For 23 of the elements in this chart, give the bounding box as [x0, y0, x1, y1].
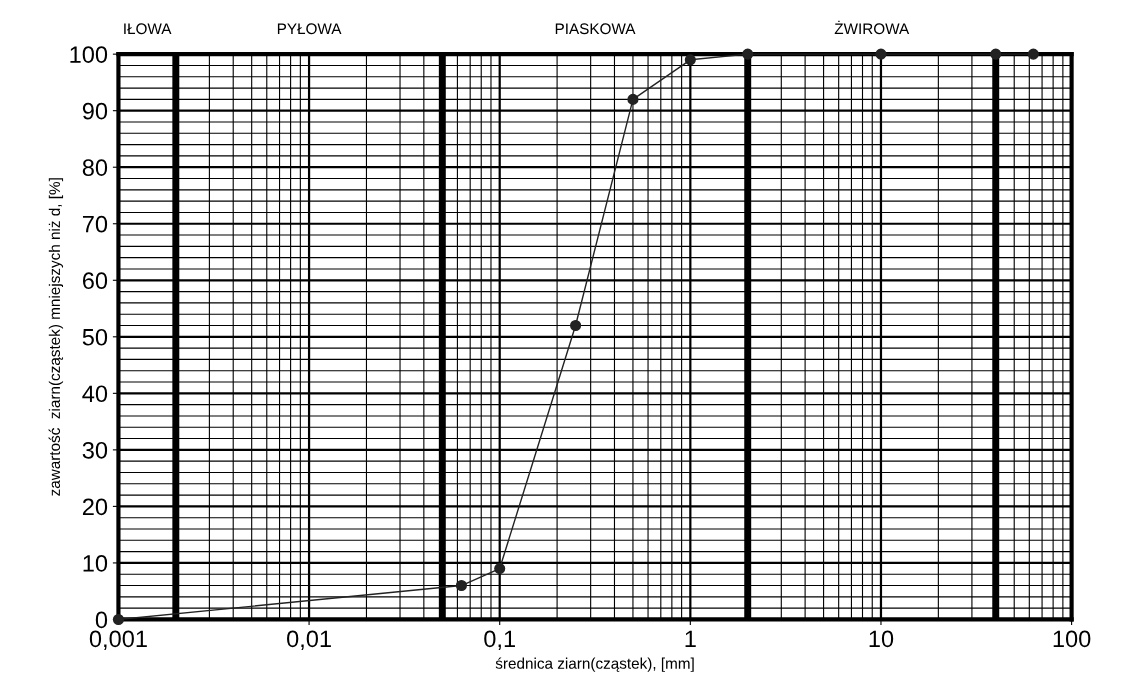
text: IŁOWA — [124, 23, 172, 35]
y-tick-label: 80 — [82, 159, 108, 177]
y-tick-label: 90 — [82, 102, 108, 120]
x-axis-title: średnica ziarn(cząstek), [mm] — [495, 657, 694, 672]
x-tick-label: 0,001 — [89, 630, 147, 650]
x-tick-label: 100 — [1053, 630, 1091, 648]
x-tick-label: 10 — [869, 630, 894, 648]
y-tick-label: 70 — [82, 215, 108, 233]
x-tick-label: 0,1 — [484, 630, 515, 650]
y-tick-label: 50 — [82, 328, 108, 346]
y-axis-title: zawartość ziarn(cząstek) mniejszych niż d, [%] — [48, 178, 64, 496]
y-tick-label: 10 — [83, 554, 108, 572]
y-tick-label: 0 — [95, 611, 108, 629]
y-tick-label: 40 — [82, 385, 108, 403]
y-tick-label: 20 — [82, 498, 108, 516]
text: ŻWIROWA — [834, 20, 910, 35]
y-tick-label: 100 — [70, 46, 108, 63]
x-tick-label: 1 — [685, 630, 696, 647]
text: PIASKOWA — [555, 23, 636, 35]
text: PYŁOWA — [277, 23, 342, 35]
x-tick-label: 0,01 — [287, 630, 331, 650]
y-tick-label: 30 — [82, 441, 108, 459]
y-tick-label: 60 — [82, 272, 108, 290]
